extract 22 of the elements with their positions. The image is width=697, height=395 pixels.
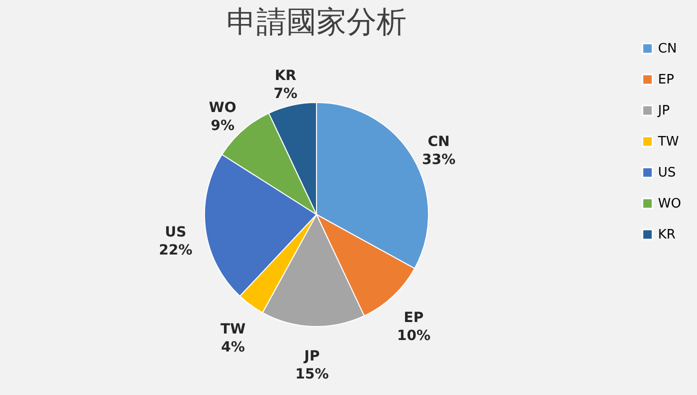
data-label: 33%: [422, 152, 456, 168]
data-label: 10%: [396, 328, 430, 344]
slice-label: WO: [208, 100, 236, 116]
slice-label: EP: [404, 310, 424, 326]
legend-label: TW: [657, 134, 679, 150]
slice-label: CN: [428, 134, 450, 150]
legend-label: US: [658, 166, 676, 180]
slice-label: TW: [220, 321, 246, 338]
slice-label: KR: [274, 68, 297, 84]
data-label: 7%: [274, 86, 298, 102]
data-label: 15%: [295, 366, 329, 382]
slice-label: US: [164, 224, 186, 240]
legend-label: KR: [658, 228, 676, 242]
legend-label: WO: [658, 196, 682, 212]
data-label: 4%: [221, 339, 245, 356]
legend-label: EP: [658, 72, 674, 88]
slice-label: JP: [303, 348, 320, 364]
legend-label: CN: [658, 42, 677, 56]
legend-label: JP: [657, 104, 670, 118]
data-label: 9%: [210, 118, 234, 134]
chart-title: 申請國家分析: [226, 5, 406, 40]
data-label: 22%: [158, 242, 192, 258]
